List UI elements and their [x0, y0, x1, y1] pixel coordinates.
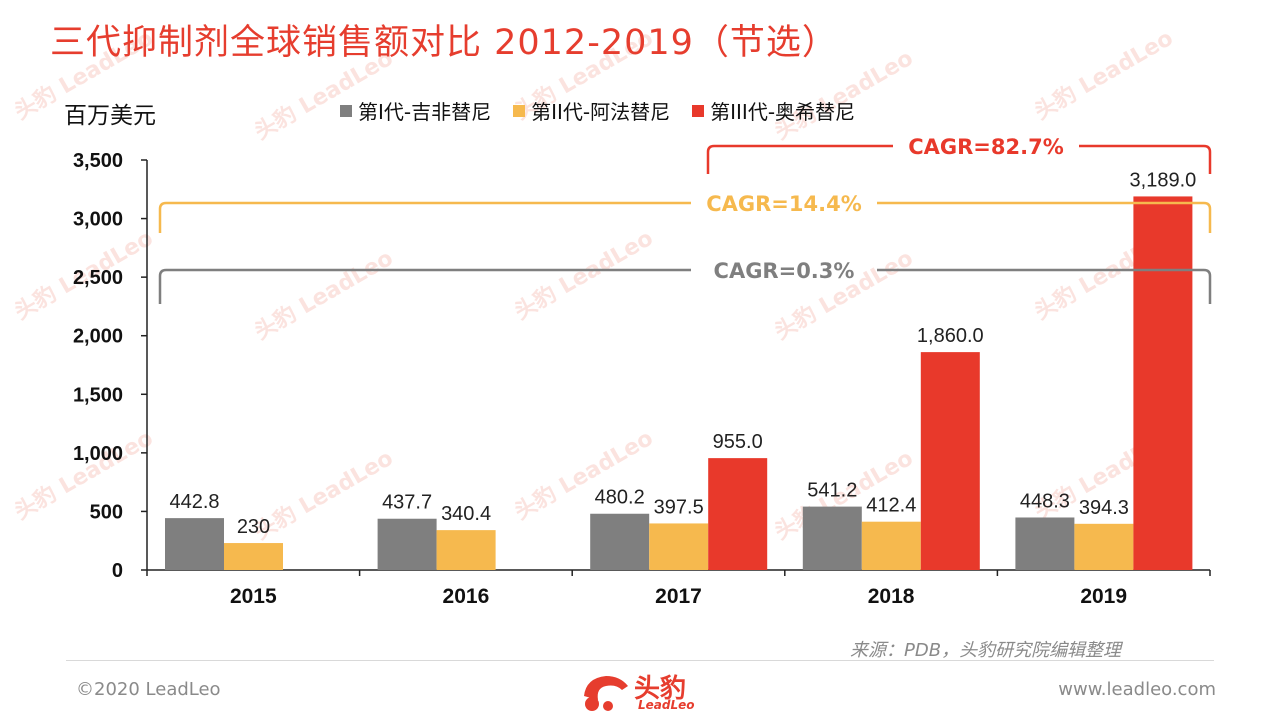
page-title: 三代抑制剂全球销售额对比 2012-2019（节选）: [50, 23, 838, 63]
bar-2-2019: [1074, 523, 1134, 570]
cagr-label-2: CAGR=14.4%: [706, 192, 862, 216]
data-label: 397.5: [654, 496, 704, 518]
cagr-bracket-right-2: [877, 201, 1212, 233]
leadleo-logo-icon: [584, 676, 628, 711]
x-tick-label: 2016: [443, 585, 490, 608]
cagr-bracket-right-3: [877, 268, 1212, 304]
cagr-label-1: CAGR=82.7%: [908, 135, 1064, 159]
cagr-label-3: CAGR=0.3%: [714, 259, 855, 283]
legend-item-gen3: 第III代-奥希替尼: [692, 96, 855, 125]
bar-1-2019: [1015, 517, 1075, 570]
y-tick-label: 0: [112, 560, 123, 582]
bar-2-2015: [224, 543, 283, 570]
website-link[interactable]: www.leadleo.com: [1058, 679, 1216, 700]
y-axis-unit-label: 百万美元: [64, 103, 156, 129]
legend-swatch-gen3: [692, 104, 705, 117]
bar-2-2016: [436, 530, 496, 570]
legend-label-gen3: 第III代-奥希替尼: [710, 100, 856, 124]
legend-item-gen1: 第I代-吉非替尼: [340, 96, 491, 125]
y-tick-label: 3,500: [73, 150, 123, 172]
x-tick-label: 2018: [868, 585, 915, 608]
legend-label-gen2: 第II代-阿法替尼: [531, 100, 671, 124]
bar-1-2018: [802, 506, 862, 570]
data-label: 448.3: [1020, 490, 1070, 512]
cagr-bracket-left-2: [158, 201, 691, 233]
legend-item-gen2: 第II代-阿法替尼: [513, 96, 670, 125]
cagr-bracket-left-3: [158, 268, 691, 304]
y-tick-label: 2,000: [73, 326, 123, 348]
data-label: 437.7: [382, 492, 432, 514]
copyright-text: ©2020 LeadLeo: [76, 679, 221, 700]
bar-chart: 0 500 1,000 1,500 2,000 2,500 3,000 3,500 2015 20…: [73, 135, 1212, 608]
legend-swatch-gen2: [513, 104, 526, 117]
data-label: 412.4: [866, 495, 916, 517]
bar-2-2017: [649, 523, 709, 570]
y-tick-label: 500: [90, 501, 123, 523]
footer-divider: [66, 660, 1214, 661]
legend-swatch-gen1: [340, 104, 352, 117]
cagr-bracket-left-1: [706, 144, 893, 174]
y-tick-label: 1,500: [73, 384, 123, 406]
bar-2-2018: [861, 521, 921, 570]
bar-1-2017: [590, 513, 650, 570]
source-note: 来源：PDB，头豹研究院编辑整理: [850, 640, 1122, 661]
cagr-bracket-right-1: [1079, 144, 1212, 174]
x-tick-label: 2019: [1080, 585, 1127, 608]
data-label: 230: [237, 516, 270, 538]
x-tick-label: 2017: [655, 585, 702, 608]
data-label: 442.8: [169, 491, 219, 513]
bar-3-2018: [920, 352, 980, 570]
data-label: 480.2: [595, 487, 645, 509]
y-tick-label: 2,500: [73, 267, 123, 289]
bar-1-2015: [165, 518, 224, 570]
y-tick-label: 1,000: [73, 443, 123, 465]
legend-label-gen1: 第I代-吉非替尼: [358, 100, 492, 124]
y-tick-label: 3,000: [73, 209, 123, 231]
data-label: 394.3: [1079, 497, 1129, 519]
data-label: 340.4: [441, 503, 491, 525]
x-tick-label: 2015: [230, 585, 277, 608]
logo-text: 头豹: [634, 674, 687, 704]
data-label: 955.0: [713, 431, 763, 453]
logo-subtext: LeadLeo: [638, 698, 695, 712]
data-label: 3,189.0: [1130, 169, 1197, 191]
chart-legend: 第I代-吉非替尼 第II代-阿法替尼 第III代-奥希替尼: [340, 96, 855, 125]
bar-3-2017: [708, 458, 768, 570]
data-label: 541.2: [807, 480, 857, 502]
bar-1-2016: [377, 518, 437, 570]
bar-3-2019: [1133, 196, 1193, 570]
data-label: 1,860.0: [917, 325, 984, 347]
